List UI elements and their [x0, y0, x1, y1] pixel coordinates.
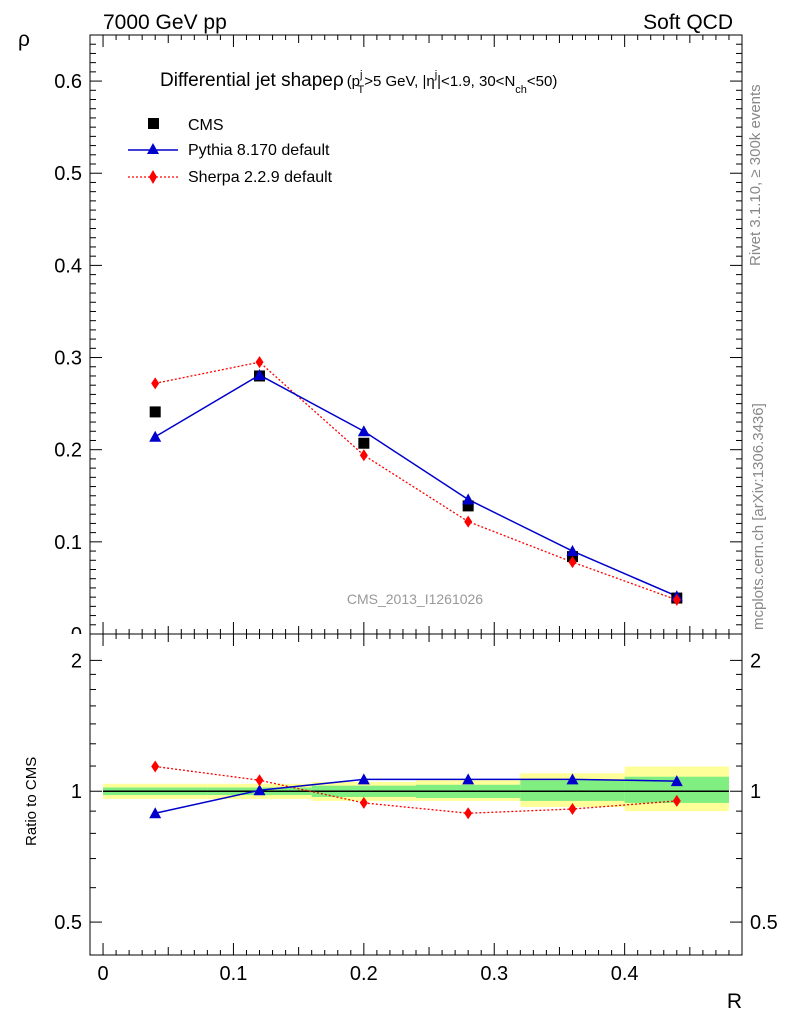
legend-label-pythia: Pythia 8.170 default — [188, 142, 330, 159]
sherpa-ratio-point — [568, 803, 577, 816]
tick-labels: 0.1 0.2 0.3 0.4 0.5 0.6 0 0 0.1 0.2 0.3 0.4 0.5 0.5 1 1… — [54, 71, 778, 985]
ratio-tick-label-right: 1 — [750, 781, 761, 803]
pythia-point — [253, 369, 266, 381]
sherpa-point — [359, 449, 368, 462]
axis-ticks — [90, 34, 743, 955]
pythia-line — [154, 374, 678, 597]
cms-data-point — [358, 437, 370, 449]
ratio-y-axis-title: Ratio to CMS — [23, 757, 40, 846]
sherpa-point — [568, 556, 577, 569]
pythia-point — [149, 430, 162, 442]
sherpa-point — [151, 377, 160, 390]
ratio-tick-label-right: 0.5 — [750, 912, 778, 934]
y-tick-label: 0.4 — [54, 255, 82, 277]
pythia-ratio-line — [155, 778, 677, 814]
y-tick-label: 0.2 — [54, 440, 82, 462]
pythia-ratio-point — [253, 784, 266, 796]
pythia-point — [566, 545, 579, 557]
sherpa-ratio-point — [151, 760, 160, 773]
legend-marker-cms — [148, 118, 159, 129]
ratio-tick-label-left: 2 — [71, 650, 82, 672]
pythia-point — [462, 493, 475, 505]
pythia-ratio-point — [670, 775, 683, 787]
legend-marker-sherpa — [149, 170, 157, 184]
header-category-label: Soft QCD — [643, 11, 733, 34]
pythia-point — [357, 425, 370, 437]
legend-label-cms: CMS — [188, 117, 224, 134]
rivet-version-label: Rivet 3.1.10, ≥ 300k events — [747, 84, 764, 266]
x-axis-title: R — [727, 990, 742, 1013]
plot-title: Differential jet shapeρ (pj T>5 GeV, |ηj|<… — [160, 69, 557, 96]
sherpa-point — [255, 356, 264, 369]
header-energy-label: 7000 GeV pp — [103, 11, 227, 34]
x-tick-label: 0.4 — [611, 963, 639, 985]
ratio-tick-label-left: 1 — [71, 781, 82, 803]
mcplots-label: mcplots.cern.ch [arXiv:1306.3436] — [750, 403, 767, 630]
y-tick-label: 0.5 — [54, 163, 82, 185]
y-tick-label: 0.6 — [54, 71, 82, 93]
legend: CMS Pythia 8.170 default Sherpa 2.2.9 de… — [128, 117, 333, 186]
sherpa-ratio-line — [155, 765, 677, 814]
series-layer — [149, 356, 683, 820]
y-tick-label-zero: 0 — [71, 624, 82, 646]
y-tick-label: 0.3 — [54, 348, 82, 370]
sherpa-ratio-point — [359, 796, 368, 809]
sherpa-ratio-point — [255, 774, 264, 787]
sherpa-ratio-point — [672, 794, 681, 807]
x-tick-label: 0 — [97, 963, 108, 985]
cms-data-point — [462, 500, 474, 512]
legend-marker-pythia — [147, 143, 159, 154]
ratio-tick-label-right: 2 — [750, 650, 761, 672]
x-tick-label: 0.1 — [220, 963, 248, 985]
x-tick-label: 0.2 — [350, 963, 378, 985]
analysis-watermark: CMS_2013_I1261026 — [347, 591, 483, 607]
pythia-ratio-point — [462, 773, 475, 785]
sherpa-line — [155, 361, 678, 601]
sherpa-point — [672, 593, 681, 606]
sherpa-ratio-point — [464, 807, 473, 820]
legend-label-sherpa: Sherpa 2.2.9 default — [188, 169, 333, 186]
sherpa-point — [464, 515, 473, 528]
y-axis-title: ρ — [18, 28, 30, 51]
x-tick-label: 0.3 — [480, 963, 508, 985]
pythia-ratio-point — [357, 773, 370, 785]
y-tick-label: 0.1 — [54, 532, 82, 554]
cms-data-point — [149, 406, 161, 418]
ratio-tick-label-left: 0.5 — [54, 912, 82, 934]
pythia-ratio-point — [149, 807, 162, 819]
pythia-ratio-point — [566, 773, 579, 785]
